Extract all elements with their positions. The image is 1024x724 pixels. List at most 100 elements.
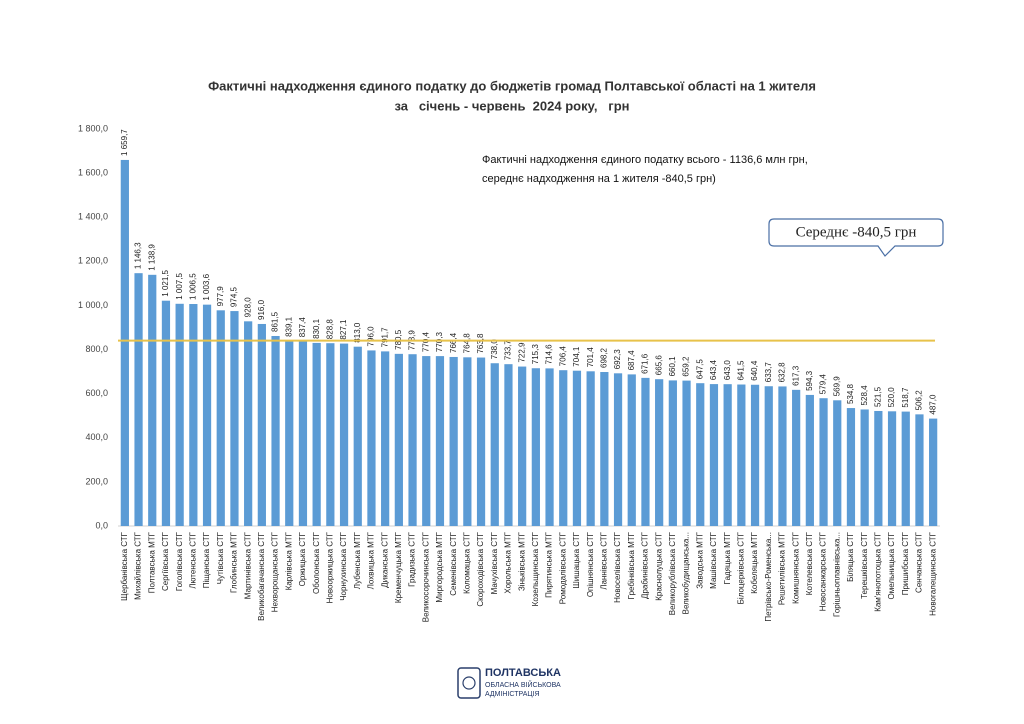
bar: [504, 364, 513, 526]
bar: [668, 380, 677, 526]
bar: [709, 384, 719, 526]
value-label: 692,3: [613, 349, 622, 370]
x-tick-label: Новосанжарська СТГ: [819, 531, 828, 611]
value-label: 643,0: [723, 360, 732, 381]
x-tick-label: Мартинівська СТГ: [243, 531, 252, 599]
bar: [148, 274, 157, 526]
value-label: 665,6: [654, 355, 663, 376]
y-tick-label: 1 400,0: [78, 212, 108, 222]
value-label: 521,5: [873, 386, 882, 407]
bar: [805, 394, 814, 526]
logo-emblem: [462, 676, 476, 690]
x-tick-label: Великосорочинська СТГ: [421, 531, 430, 622]
bar: [257, 323, 266, 526]
value-label: 770,4: [421, 332, 430, 353]
bar: [244, 321, 253, 526]
bar: [367, 350, 376, 526]
bar: [792, 389, 801, 526]
bar: [408, 354, 417, 526]
y-tick-label: 1 800,0: [78, 123, 108, 133]
value-label: 698,2: [599, 347, 608, 368]
bar: [572, 370, 582, 526]
value-label: 1 146,3: [134, 242, 143, 269]
bar: [531, 368, 540, 526]
logo-emblem: [457, 667, 481, 699]
logo: ПОЛТАВСЬКА ОБЛАСНА ВІЙСЬКОВА АДМІНІСТРАЦ…: [457, 667, 561, 699]
logo-text: ОБЛАСНА ВІЙСЬКОВА: [485, 680, 561, 689]
value-label: 640,4: [750, 360, 759, 381]
x-tick-label: Новоселівська СТГ: [613, 531, 622, 603]
value-label: 660,1: [668, 356, 677, 377]
callout-text: Середнє -840,5 грн: [796, 224, 917, 240]
value-label: 671,6: [641, 353, 650, 374]
value-label: 766,4: [449, 332, 458, 353]
x-tick-label: Заводська МТГ: [695, 531, 704, 588]
bar: [750, 384, 760, 526]
x-tick-label: Гребінківська МТГ: [627, 531, 636, 599]
x-tick-label: Нехворощанська СТГ: [271, 531, 280, 612]
y-tick-label: 1 000,0: [78, 300, 108, 310]
x-tick-label: Кобеляцька МТГ: [750, 531, 759, 593]
x-tick-label: Кременчуцька МТГ: [394, 531, 403, 603]
value-label: 733,7: [504, 340, 513, 361]
x-tick-label: Шишацька СТГ: [572, 531, 581, 588]
value-label: 977,9: [216, 286, 225, 307]
bar: [901, 411, 910, 526]
bar: [764, 386, 773, 526]
x-tick-label: Піщанська СТГ: [202, 531, 211, 588]
bar: [723, 384, 732, 526]
x-tick-label: Горішньоплавнівська...: [832, 532, 841, 617]
x-tick-label: Чорнухинська СТГ: [339, 531, 348, 600]
x-tick-label: Сенчанська СТГ: [915, 531, 924, 593]
y-tick-label: 0,0: [95, 520, 108, 530]
x-tick-label: Зіньківська МТГ: [517, 531, 526, 591]
bar: [929, 418, 938, 526]
y-tick-label: 600,0: [85, 388, 108, 398]
value-label: 763,8: [476, 333, 485, 354]
bar: [326, 343, 335, 526]
x-tick-label: Скороходівська СТГ: [476, 531, 485, 606]
x-tick-label: Пирятинська МТГ: [545, 531, 554, 598]
value-label: 916,0: [257, 299, 266, 320]
y-tick-label: 400,0: [85, 432, 108, 442]
x-tick-label: Семенівська СТГ: [449, 531, 458, 595]
x-tick-label: Петрівсько-Роменська...: [764, 532, 773, 622]
annotation: середнє надходження на 1 жителя -840,5 г…: [482, 173, 716, 185]
bar: [627, 374, 636, 526]
x-tick-label: Машівська СТГ: [709, 531, 718, 588]
value-label: 715,3: [531, 344, 540, 365]
annotation: Фактичні надходження єдиного податку всь…: [482, 154, 808, 166]
bar: [518, 366, 527, 526]
value-label: 704,1: [572, 346, 581, 367]
x-tick-label: Гадяцька МТГ: [723, 531, 732, 584]
bar: [422, 356, 431, 526]
value-label: 722,9: [517, 342, 526, 363]
x-tick-label: Омельницька СТГ: [887, 531, 896, 599]
value-label: 828,8: [325, 319, 334, 340]
value-label: 1 021,5: [161, 269, 170, 296]
x-tick-label: Великобагачанська СТГ: [257, 531, 266, 621]
bar: [915, 414, 924, 526]
bar: [860, 409, 869, 526]
value-label: 1 007,5: [175, 273, 184, 300]
value-label: 791,7: [380, 327, 389, 348]
bar: [189, 304, 198, 526]
x-tick-label: Михайлівська СТГ: [134, 531, 143, 599]
bar: [778, 386, 787, 526]
x-tick-label: Карлівська МТГ: [284, 531, 293, 590]
value-label: 714,6: [545, 344, 554, 365]
bar: [833, 400, 842, 526]
bar: [381, 351, 390, 526]
x-tick-label: Лютенська СТГ: [188, 531, 197, 588]
chart-title: Фактичні надходження єдиного податку до …: [208, 78, 816, 93]
bar: [874, 410, 883, 526]
y-tick-label: 1 600,0: [78, 167, 108, 177]
value-label: 633,7: [764, 362, 773, 383]
value-label: 647,5: [695, 359, 704, 380]
x-tick-label: Лубенська МТГ: [353, 531, 362, 589]
x-tick-label: Гоголівська СТГ: [175, 531, 184, 591]
value-label: 641,5: [736, 360, 745, 381]
bar: [120, 159, 129, 526]
bar: [613, 373, 623, 526]
bar: [490, 363, 499, 526]
